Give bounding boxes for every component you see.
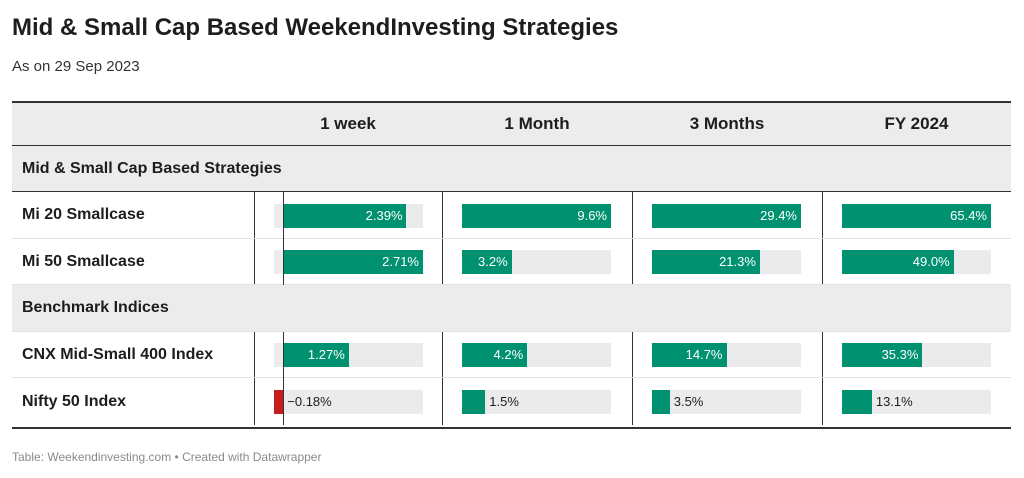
chart-title: Mid & Small Cap Based WeekendInvesting S… <box>12 14 619 41</box>
group-label: Mid & Small Cap Based Strategies <box>22 159 282 177</box>
chart-subtitle: As on 29 Sep 2023 <box>12 58 140 75</box>
value-label: 65.4% <box>950 208 987 223</box>
bar <box>652 390 670 414</box>
bar-track: 49.0% <box>842 250 991 274</box>
column-divider <box>822 332 823 377</box>
returns-table: 1 week 1 Month 3 Months FY 2024 Mid & Small … <box>12 101 1011 429</box>
value-label: 9.6% <box>577 208 607 223</box>
value-label: 2.71% <box>382 254 419 269</box>
value-label: 4.2% <box>493 347 524 362</box>
column-divider <box>254 239 255 284</box>
bar <box>283 250 423 274</box>
bar-track: 2.71% <box>274 250 423 274</box>
column-divider <box>254 332 255 377</box>
column-divider <box>822 378 823 425</box>
bar <box>842 390 872 414</box>
column-divider <box>442 332 443 377</box>
column-divider <box>254 378 255 425</box>
bar <box>842 204 991 228</box>
bar <box>652 204 801 228</box>
row-label: Nifty 50 Index <box>22 392 127 410</box>
bar-track: 13.1% <box>842 390 991 414</box>
table-header-row: 1 week 1 Month 3 Months FY 2024 <box>12 103 1011 146</box>
column-divider <box>442 378 443 425</box>
column-divider <box>632 332 633 377</box>
bar-track: 4.2% <box>462 343 611 367</box>
value-label: 2.39% <box>365 208 403 223</box>
value-label: 1.5% <box>489 394 519 409</box>
value-label: 49.0% <box>912 254 950 269</box>
zero-line <box>283 378 285 425</box>
zero-line <box>283 192 285 239</box>
bar-track: 29.4% <box>652 204 801 228</box>
group-header-row: Mid & Small Cap Based Strategies <box>12 146 1011 192</box>
table-row: CNX Mid-Small 400 Index 1.27% 4.2% 14.7% 35.… <box>12 332 1011 378</box>
bar <box>274 390 284 414</box>
bar <box>652 343 727 367</box>
value-label: 29.4% <box>760 208 797 223</box>
column-divider <box>254 192 255 238</box>
value-label: 13.1% <box>875 394 913 409</box>
column-header: 3 Months <box>689 114 765 133</box>
bar <box>462 250 512 274</box>
value-label: −0.18% <box>287 394 332 409</box>
bar <box>652 250 760 274</box>
bar <box>462 390 486 414</box>
bar-track: 1.5% <box>462 390 611 414</box>
group-header-row: Benchmark Indices <box>12 285 1011 332</box>
column-header: 1 week <box>320 114 376 133</box>
table-row: Nifty 50 Index −0.18% 1.5% 3.5% 13.1% <box>12 378 1011 425</box>
column-divider <box>632 239 633 284</box>
bar-track: 2.39% <box>274 204 423 228</box>
bar <box>842 250 954 274</box>
bar <box>283 343 349 367</box>
column-divider <box>632 378 633 425</box>
bar-track: 14.7% <box>652 343 801 367</box>
value-label: 14.7% <box>685 347 723 362</box>
bar-track: 9.6% <box>462 204 611 228</box>
bar-track: 35.3% <box>842 343 991 367</box>
zero-line <box>283 332 285 378</box>
bar-track: 3.5% <box>652 390 801 414</box>
row-label: CNX Mid-Small 400 Index <box>22 345 214 363</box>
bar <box>283 204 407 228</box>
zero-line <box>283 239 285 285</box>
column-divider <box>442 239 443 284</box>
column-divider <box>442 192 443 238</box>
column-header: 1 Month <box>504 114 570 133</box>
bar <box>842 343 923 367</box>
bar-track: 65.4% <box>842 204 991 228</box>
table-row: Mi 50 Smallcase 2.71% 3.2% 21.3% 49.0% <box>12 239 1011 285</box>
bar <box>462 204 611 228</box>
bar-track: 1.27% <box>274 343 423 367</box>
row-label: Mi 50 Smallcase <box>22 252 145 270</box>
column-divider <box>632 192 633 238</box>
group-label: Benchmark Indices <box>22 299 169 316</box>
value-label: 3.5% <box>673 394 704 409</box>
bar-track: −0.18% <box>274 390 423 414</box>
column-header: FY 2024 <box>884 114 949 133</box>
row-label: Mi 20 Smallcase <box>22 206 145 223</box>
value-label: 21.3% <box>719 254 756 269</box>
column-divider <box>822 192 823 238</box>
value-label: 35.3% <box>881 347 919 362</box>
table-row: Mi 20 Smallcase 2.39% 9.6% 29.4% 65.4% <box>12 192 1011 239</box>
value-label: 1.27% <box>307 347 345 362</box>
bar-track: 3.2% <box>462 250 611 274</box>
bar <box>462 343 528 367</box>
bar-track: 21.3% <box>652 250 801 274</box>
column-divider <box>822 239 823 284</box>
value-label: 3.2% <box>478 254 508 269</box>
source-footer: Table: Weekendinvesting.com • Created wi… <box>12 450 322 464</box>
